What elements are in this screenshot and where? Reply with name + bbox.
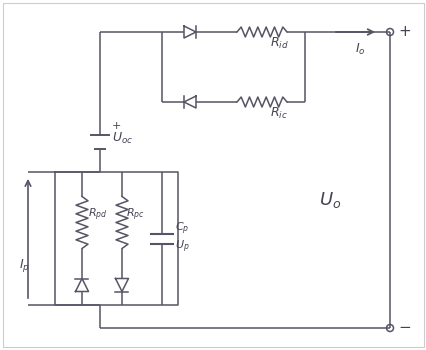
Text: −: − bbox=[397, 321, 410, 336]
Text: $R_{pc}$: $R_{pc}$ bbox=[126, 206, 144, 223]
Text: $U_{oc}$: $U_{oc}$ bbox=[112, 131, 133, 146]
Text: $U_o$: $U_o$ bbox=[318, 190, 340, 210]
Text: $R_{pd}$: $R_{pd}$ bbox=[88, 206, 107, 223]
Text: +: + bbox=[112, 121, 121, 131]
Text: $R_{id}$: $R_{id}$ bbox=[269, 36, 288, 51]
Text: $U_p$: $U_p$ bbox=[175, 238, 189, 255]
Text: +: + bbox=[397, 25, 410, 40]
Text: $R_{ic}$: $R_{ic}$ bbox=[269, 106, 287, 121]
Text: $I_o$: $I_o$ bbox=[354, 42, 365, 57]
Text: $I_p$: $I_p$ bbox=[19, 257, 29, 273]
Text: $C_p$: $C_p$ bbox=[175, 220, 189, 237]
